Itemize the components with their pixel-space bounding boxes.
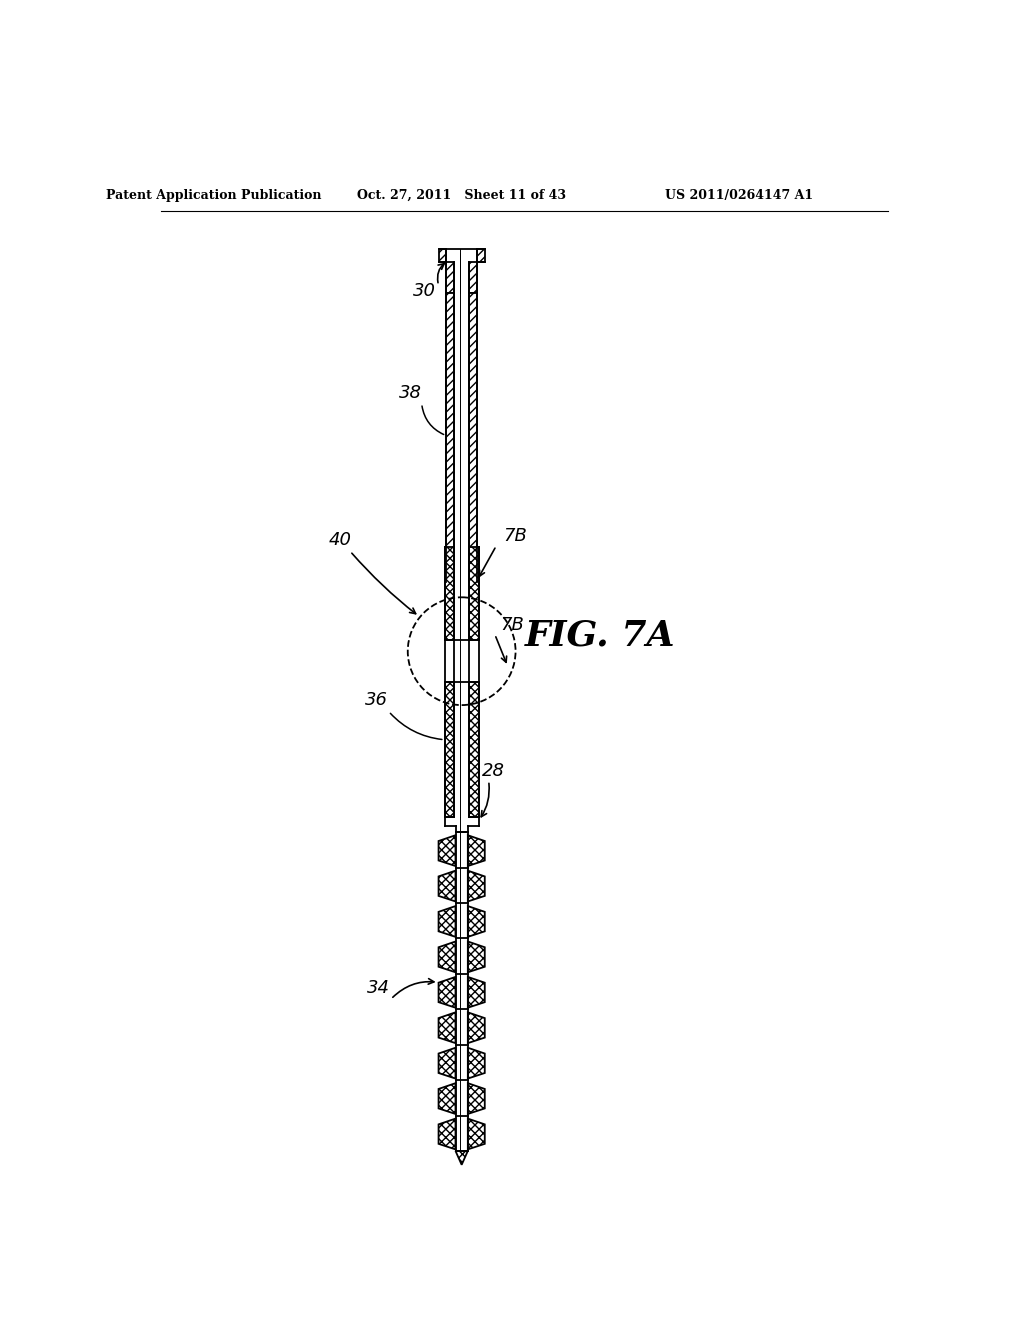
Bar [469,293,477,566]
Bar [446,261,454,293]
Polygon shape [468,1118,484,1150]
Polygon shape [438,1084,456,1114]
Polygon shape [438,941,456,973]
Polygon shape [468,941,484,973]
Polygon shape [438,906,456,937]
Polygon shape [468,871,484,902]
Polygon shape [456,1151,468,1164]
Bar [444,548,454,640]
Text: 7B: 7B [500,616,524,634]
Bar [469,261,477,293]
Polygon shape [438,977,456,1007]
Text: FIG. 7A: FIG. 7A [525,619,676,653]
Polygon shape [468,1084,484,1114]
Text: 40: 40 [329,532,351,549]
Polygon shape [468,1012,484,1043]
Bar [469,548,478,640]
Text: 36: 36 [366,690,388,709]
Text: Patent Application Publication: Patent Application Publication [105,189,322,202]
Bar [477,249,484,261]
Polygon shape [468,977,484,1007]
Polygon shape [468,836,484,866]
Polygon shape [468,1048,484,1078]
Text: 34: 34 [367,979,390,998]
Polygon shape [438,1012,456,1043]
Bar [446,293,454,566]
Text: 28: 28 [481,762,505,780]
Text: 38: 38 [399,384,422,403]
Polygon shape [438,1048,456,1078]
Polygon shape [468,906,484,937]
Text: 7B: 7B [503,528,527,545]
Polygon shape [438,871,456,902]
Text: Oct. 27, 2011   Sheet 11 of 43: Oct. 27, 2011 Sheet 11 of 43 [357,189,566,202]
Bar [438,249,446,261]
Text: 30: 30 [414,282,436,300]
Bar [469,682,478,817]
Text: US 2011/0264147 A1: US 2011/0264147 A1 [665,189,813,202]
Polygon shape [438,1118,456,1150]
Polygon shape [438,836,456,866]
Bar [444,682,454,817]
